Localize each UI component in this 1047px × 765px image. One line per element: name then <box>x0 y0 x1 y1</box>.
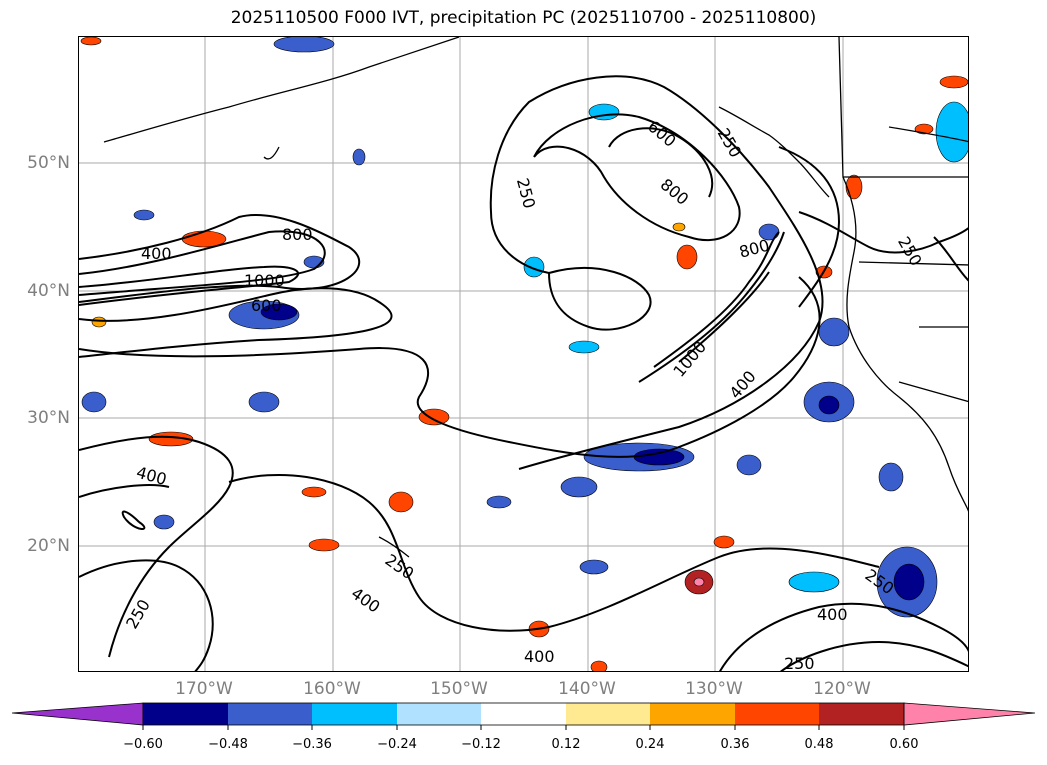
lon-label: 140°W <box>558 679 616 699</box>
colorbar-tick-label: 0.24 <box>635 737 665 752</box>
coastlines <box>103 37 968 558</box>
contour-label: 400 <box>726 367 760 403</box>
colorbar-segment <box>228 703 312 725</box>
contour-label: 400 <box>524 647 555 666</box>
contour-label: 800 <box>657 175 693 209</box>
colorbar-extend-min <box>11 702 144 726</box>
contour-label: 250 <box>382 550 418 583</box>
lon-label: 150°W <box>430 679 488 699</box>
gridlines <box>79 37 968 671</box>
lat-label: 30°N <box>27 408 70 428</box>
contour-label: 400 <box>817 605 848 624</box>
lon-label: 160°W <box>303 679 361 699</box>
contour-label: 250 <box>122 596 154 632</box>
colorbar-tick-label: 0.60 <box>889 737 919 752</box>
colorbar-tick-label: −0.60 <box>123 737 163 752</box>
colorbar-tick-label: −0.48 <box>208 737 248 752</box>
colorbar-segment <box>650 703 735 725</box>
contour-label: 800 <box>282 225 313 244</box>
colorbar-segment <box>312 703 397 725</box>
lon-label: 130°W <box>685 679 743 699</box>
contour-label: 600 <box>251 296 282 315</box>
colorbar-tick-label: 0.48 <box>804 737 834 752</box>
contour-label: 600 <box>644 117 680 151</box>
colorbar-extend-max <box>903 702 1036 726</box>
lon-label: 170°W <box>175 679 233 699</box>
colorbar-frame <box>142 702 905 726</box>
colorbar-segment <box>397 703 481 725</box>
lat-label: 20°N <box>27 536 70 556</box>
map-canvas: 400 800 1000 600 250 600 800 800 1000 40… <box>79 37 968 672</box>
map-panel: 400 800 1000 600 250 600 800 800 1000 40… <box>78 36 969 672</box>
lat-label: 50°N <box>27 153 70 173</box>
contour-label: 1000 <box>669 337 710 380</box>
colorbar-segment <box>143 703 228 725</box>
contour-label: 1000 <box>244 271 285 290</box>
colorbar-tick-label: −0.36 <box>292 737 332 752</box>
colorbar-segment <box>481 703 566 725</box>
colorbar-tick-label: 0.12 <box>551 737 581 752</box>
colorbar-ticks <box>142 725 905 730</box>
colorbar-segment <box>819 703 904 725</box>
colorbar <box>11 702 1036 730</box>
colorbar-tick-label: 0.36 <box>720 737 750 752</box>
lon-label: 120°W <box>813 679 871 699</box>
map-title: 2025110500 F000 IVT, precipitation PC (2… <box>230 8 817 28</box>
ivt-contours <box>79 75 968 671</box>
precip-patches <box>80 37 968 671</box>
colorbar-tick-label: −0.12 <box>461 737 501 752</box>
colorbar-tick-label: −0.24 <box>377 737 417 752</box>
colorbar-segment <box>735 703 819 725</box>
lat-label: 40°N <box>27 281 70 301</box>
colorbar-segment <box>566 703 650 725</box>
contour-label: 400 <box>348 584 384 617</box>
contour-label: 250 <box>513 176 539 210</box>
contour-label: 250 <box>784 654 815 672</box>
contour-label: 800 <box>737 236 771 262</box>
contour-label: 400 <box>141 244 172 263</box>
